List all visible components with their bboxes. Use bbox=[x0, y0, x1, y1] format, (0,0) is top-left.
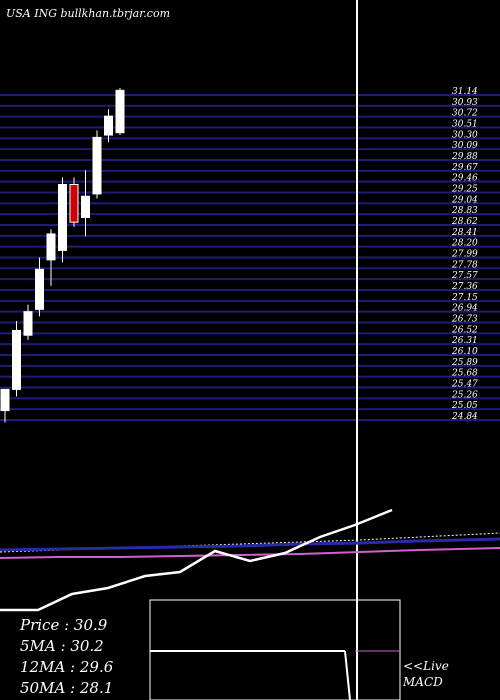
macd-line bbox=[0, 508, 393, 612]
price-level-label: 26.31 bbox=[451, 336, 478, 346]
price-level-label: 27.36 bbox=[451, 282, 478, 292]
price-level-label: 30.72 bbox=[452, 109, 478, 119]
price-level-label: 30.30 bbox=[452, 130, 478, 140]
price-level-label: 29.46 bbox=[451, 174, 478, 184]
price-level-label: 31.14 bbox=[452, 87, 478, 97]
candle-up bbox=[92, 136, 102, 195]
legend-price: Price : 30.9 bbox=[19, 616, 108, 634]
price-level-label: 25.26 bbox=[451, 390, 478, 400]
price-level-label: 25.05 bbox=[451, 401, 478, 411]
candle-up bbox=[58, 183, 67, 251]
macd-live-label: <<Live bbox=[403, 659, 449, 673]
candle-up bbox=[35, 268, 44, 310]
price-level-label: 26.10 bbox=[451, 347, 478, 357]
price-level-labels: 31.1430.9330.7230.5130.3030.0929.8829.67… bbox=[451, 87, 478, 422]
price-level-label: 29.25 bbox=[451, 185, 478, 195]
price-level-label: 27.99 bbox=[451, 250, 478, 260]
ma-magenta-line bbox=[0, 547, 500, 559]
price-level-label: 30.93 bbox=[452, 98, 478, 108]
price-level-label: 29.88 bbox=[451, 152, 478, 162]
price-level-label: 25.89 bbox=[451, 358, 478, 368]
price-level-label: 26.94 bbox=[451, 304, 478, 314]
candle-up bbox=[115, 89, 125, 134]
candles bbox=[0, 87, 125, 423]
candle-up bbox=[0, 388, 10, 412]
candle-up bbox=[23, 311, 33, 336]
price-level-label: 28.20 bbox=[451, 239, 478, 249]
price-level-label: 28.62 bbox=[451, 217, 478, 227]
candle-up bbox=[104, 115, 113, 136]
price-level-label: 27.15 bbox=[451, 293, 478, 303]
moving-averages bbox=[0, 532, 500, 559]
candle-up bbox=[12, 330, 21, 390]
price-level-label: 26.52 bbox=[451, 325, 478, 335]
price-level-label: 26.73 bbox=[451, 315, 478, 325]
price-level-label: 28.41 bbox=[451, 228, 478, 238]
price-level-label: 30.09 bbox=[452, 141, 478, 151]
price-level-label: 30.51 bbox=[452, 120, 478, 130]
candle-up bbox=[81, 195, 90, 218]
price-level-label: 25.68 bbox=[451, 369, 478, 379]
price-level-label: 24.84 bbox=[451, 412, 478, 422]
price-level-label: 27.78 bbox=[451, 260, 478, 270]
price-grid bbox=[0, 94, 500, 421]
price-level-label: 29.67 bbox=[451, 163, 478, 173]
candle-up bbox=[46, 233, 56, 261]
macd-tail bbox=[344, 650, 351, 700]
legend-5ma: 5MA : 30.2 bbox=[20, 637, 104, 655]
price-level-label: 25.47 bbox=[451, 380, 478, 390]
site-label: USA ING bullkhan.tbrjar.com bbox=[6, 7, 170, 20]
macd-trend-line bbox=[0, 508, 393, 612]
ma-blue-line bbox=[0, 537, 500, 552]
price-level-label: 27.57 bbox=[451, 271, 478, 281]
price-level-label: 29.04 bbox=[451, 195, 478, 205]
legend-50ma: 50MA : 28.1 bbox=[20, 679, 113, 697]
candle-down bbox=[69, 183, 79, 223]
price-level-label: 28.83 bbox=[451, 206, 478, 216]
legend-12ma: 12MA : 29.6 bbox=[20, 658, 114, 676]
macd-name-label: MACD bbox=[402, 675, 443, 689]
